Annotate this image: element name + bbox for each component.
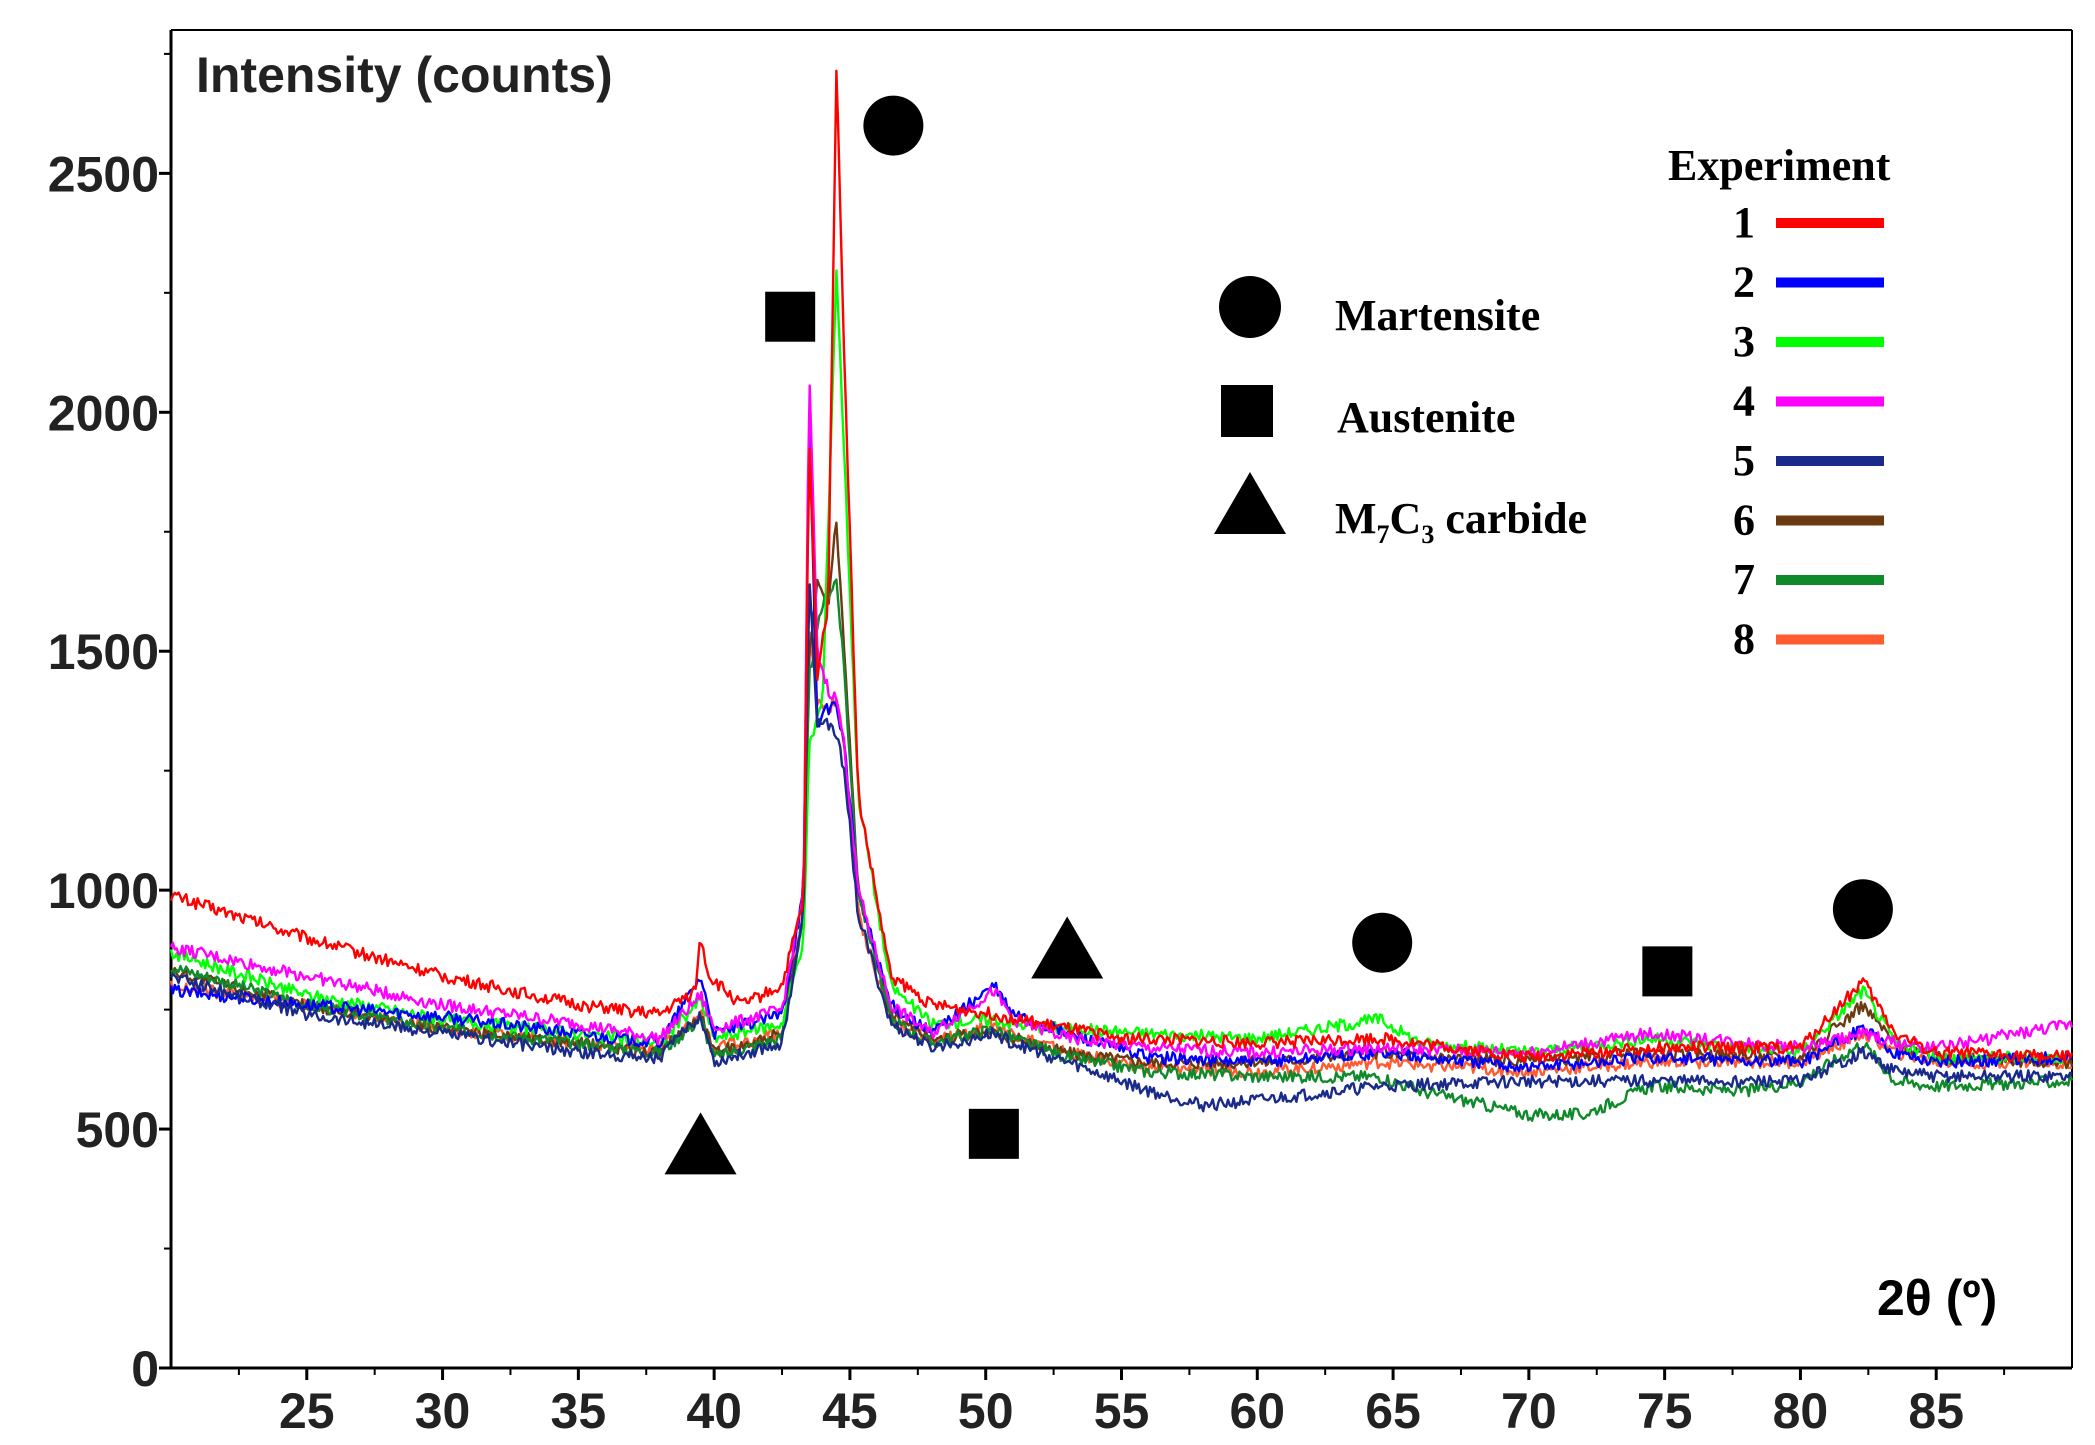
x-axis-ticks: 25 30 35 40 45 50 55 60 65 70 75 80 85 — [237, 1368, 2006, 1439]
experiment-legend-title: Experiment — [1668, 141, 1891, 190]
x-tick-label: 45 — [822, 1383, 878, 1439]
series-line-6 — [170, 521, 2074, 1070]
martensite-marker — [1352, 912, 1413, 973]
x-tick-label: 35 — [551, 1383, 607, 1439]
y-tick-label: 0 — [131, 1341, 159, 1397]
carbide-label-m: M — [1335, 494, 1377, 543]
austenite-marker — [765, 291, 816, 342]
austenite-legend-label: Austenite — [1337, 393, 1515, 442]
y-axis-label: Intensity (counts) — [196, 47, 613, 103]
experiment-legend-label: 1 — [1733, 198, 1755, 247]
martensite-legend-marker — [1219, 276, 1281, 338]
x-tick-label: 60 — [1229, 1383, 1285, 1439]
martensite-legend-label: Martensite — [1335, 291, 1540, 340]
x-tick-label: 40 — [686, 1383, 742, 1439]
carbide-legend-label: M7C3 carbide — [1335, 494, 1587, 549]
plot-frame — [169, 29, 2073, 1370]
austenite-marker — [1642, 946, 1693, 997]
x-tick-label: 80 — [1773, 1383, 1829, 1439]
x-tick-label: 55 — [1094, 1383, 1150, 1439]
y-tick-label: 1000 — [48, 863, 159, 919]
y-tick-label: 2500 — [48, 146, 159, 202]
experiment-legend-label: 4 — [1733, 377, 1755, 426]
carbide-marker — [664, 1112, 737, 1175]
series-line-2 — [169, 434, 2074, 1073]
martensite-marker — [1832, 879, 1893, 940]
x-tick-label: 50 — [958, 1383, 1014, 1439]
x-tick-label: 70 — [1501, 1383, 1557, 1439]
y-tick-label: 2000 — [48, 385, 159, 441]
carbide-label-tail: carbide — [1434, 494, 1587, 543]
series-line-1 — [169, 69, 2074, 1064]
experiment-legend-label: 6 — [1733, 496, 1755, 545]
experiment-legend: Experiment 1 2 3 4 5 6 7 8 — [1668, 141, 1891, 664]
x-tick-label: 85 — [1908, 1383, 1964, 1439]
carbide-label-c: C — [1390, 494, 1422, 543]
x-axis-label: 2θ (º) — [1877, 1270, 1997, 1326]
austenite-legend-marker — [1221, 385, 1273, 437]
series-line-3 — [169, 269, 2073, 1065]
phase-markers — [664, 95, 1893, 1175]
carbide-label-sub3: 3 — [1421, 520, 1434, 549]
austenite-marker — [968, 1108, 1019, 1159]
experiment-legend-label: 3 — [1733, 317, 1755, 366]
x-tick-label: 30 — [415, 1383, 471, 1439]
x-tick-label: 65 — [1365, 1383, 1421, 1439]
y-axis-ticks: 0 500 1000 1500 2000 2500 — [48, 52, 171, 1397]
x-tick-label: 75 — [1637, 1383, 1693, 1439]
experiment-legend-label: 5 — [1733, 436, 1755, 485]
experiment-legend-label: 7 — [1733, 555, 1755, 604]
series-line-5 — [169, 583, 2073, 1113]
carbide-marker — [1031, 916, 1104, 979]
series-line-4 — [169, 384, 2074, 1060]
phase-legend: Martensite Austenite M7C3 carbide — [1214, 276, 1587, 549]
martensite-marker — [863, 95, 924, 156]
experiment-legend-label: 2 — [1733, 258, 1755, 307]
series-layer — [169, 69, 2074, 1122]
y-tick-label: 1500 — [48, 624, 159, 680]
x-tick-label: 25 — [279, 1383, 335, 1439]
experiment-legend-label: 8 — [1733, 615, 1755, 664]
y-tick-label: 500 — [76, 1102, 159, 1158]
carbide-label-sub7: 7 — [1377, 520, 1390, 549]
carbide-legend-marker — [1214, 472, 1286, 534]
